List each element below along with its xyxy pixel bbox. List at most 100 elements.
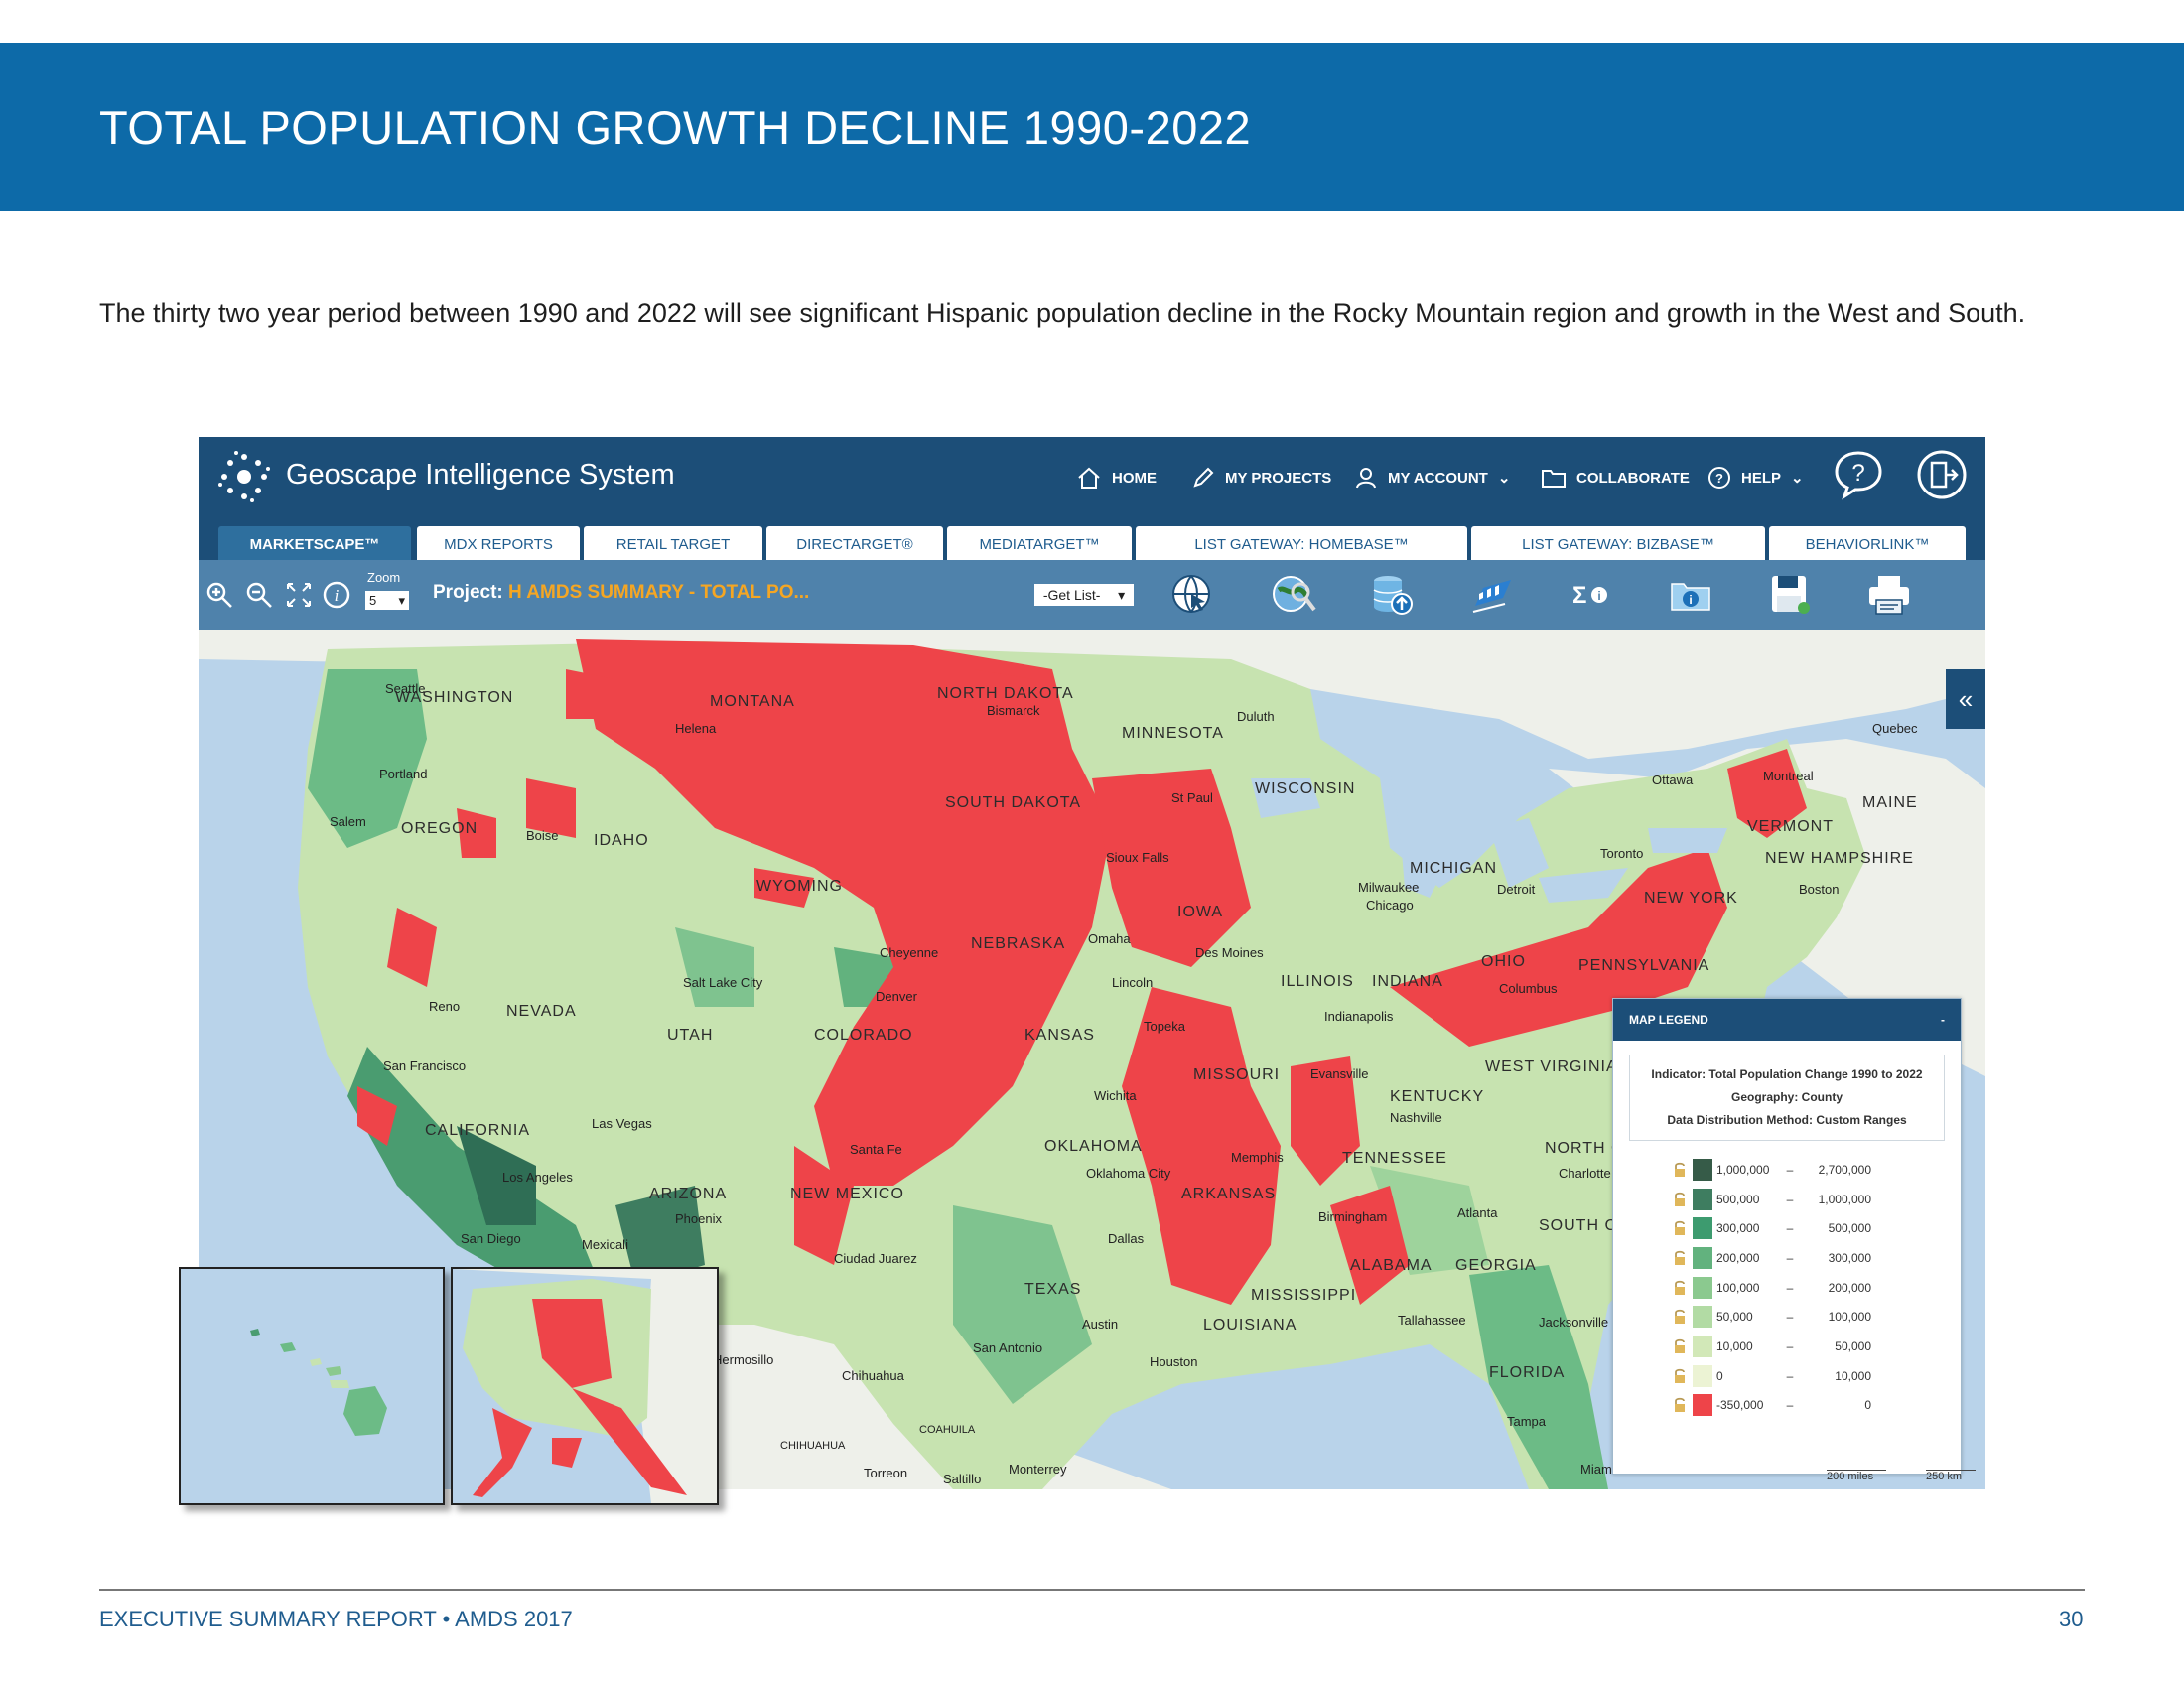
city-label: Austin: [1082, 1317, 1119, 1332]
zoom-out-icon[interactable]: [244, 580, 274, 610]
region-label: CHIHUAHUA: [780, 1440, 846, 1452]
city-label: Phoenix: [675, 1211, 722, 1226]
legend-max: 300,000: [1828, 1250, 1871, 1265]
state-label: NEW MEXICO: [790, 1186, 904, 1202]
home-icon: [1078, 467, 1100, 489]
map-toolbar: i Zoom 5 ▾ Project: H AMDS SUMMARY - TOT…: [199, 560, 1985, 630]
city-label: Las Vegas: [592, 1116, 652, 1131]
lock-icon[interactable]: [1673, 1220, 1687, 1236]
tab-behaviorlink[interactable]: BEHAVIORLINK™: [1769, 526, 1966, 562]
city-label: Boise: [526, 828, 559, 843]
lock-icon[interactable]: [1673, 1368, 1687, 1384]
page-title: TOTAL POPULATION GROWTH DECLINE 1990-202…: [99, 101, 1252, 154]
city-label: Salem: [330, 814, 366, 829]
nav-my-projects[interactable]: MY PROJECTS: [1191, 437, 1331, 518]
project-name[interactable]: H AMDS SUMMARY - TOTAL PO...: [508, 582, 810, 603]
legend-row: 50,000 – 100,000: [1673, 1302, 1961, 1332]
legend-collapse-button[interactable]: -: [1941, 1013, 1945, 1027]
city-label: San Francisco: [383, 1058, 467, 1073]
footer-report-name: EXECUTIVE SUMMARY REPORT • AMDS 2017: [99, 1607, 573, 1631]
globe-cursor-icon[interactable]: [1169, 572, 1215, 618]
state-label: NEW YORK: [1644, 890, 1738, 907]
tab-list-gateway-homebase[interactable]: LIST GATEWAY: HOMEBASE™: [1136, 526, 1467, 562]
state-label: NEVADA: [506, 1003, 577, 1020]
city-label: San Diego: [461, 1231, 521, 1246]
tab-bar: MARKETSCAPE™ MDX REPORTS RETAIL TARGET D…: [199, 518, 1985, 562]
city-label: Detroit: [1497, 882, 1536, 897]
tab-mediatarget[interactable]: MEDIATARGET™: [947, 526, 1132, 562]
legend-swatch: [1693, 1217, 1712, 1240]
state-label: SOUTH C: [1539, 1217, 1617, 1234]
lock-icon[interactable]: [1673, 1309, 1687, 1325]
print-icon[interactable]: [1866, 572, 1912, 618]
legend-indicator: Indicator: Total Population Change 1990 …: [1651, 1067, 1923, 1081]
tab-mdx-reports[interactable]: MDX REPORTS: [417, 526, 580, 562]
svg-text:i: i: [1689, 593, 1692, 607]
legend-min: 1,000,000: [1716, 1162, 1770, 1177]
chat-help-icon[interactable]: ?: [1833, 449, 1884, 500]
legend-title: MAP LEGEND: [1629, 1013, 1708, 1027]
get-list-select[interactable]: -Get List- ▾: [1034, 584, 1134, 606]
globe-search-icon[interactable]: [1271, 572, 1316, 618]
legend-dash: –: [1786, 1162, 1794, 1177]
state-label: COLORADO: [814, 1027, 913, 1044]
footer-divider: [99, 1589, 2085, 1591]
lock-icon[interactable]: [1673, 1192, 1687, 1207]
map-legend: MAP LEGEND - Indicator: Total Population…: [1612, 998, 1962, 1475]
city-label: Topeka: [1144, 1019, 1185, 1034]
user-icon: [1356, 468, 1376, 489]
logout-icon[interactable]: [1916, 449, 1968, 500]
panel-collapse-button[interactable]: «: [1946, 669, 1985, 729]
scale-miles: 200 miles: [1827, 1470, 1886, 1482]
geoscape-logo-icon: [218, 451, 270, 502]
city-label: Birmingham: [1318, 1209, 1388, 1224]
city-label: Wichita: [1094, 1088, 1137, 1103]
state-label: MISSISSIPPI: [1251, 1287, 1357, 1304]
nav-home[interactable]: HOME: [1076, 437, 1157, 518]
legend-max: 50,000: [1835, 1338, 1871, 1353]
nav-help[interactable]: ? HELP ⌄: [1707, 437, 1804, 518]
city-label: Houston: [1150, 1354, 1198, 1369]
chart-report-icon[interactable]: [1469, 572, 1515, 618]
tab-marketscape[interactable]: MARKETSCAPE™: [218, 526, 411, 562]
city-label: Des Moines: [1195, 945, 1264, 960]
legend-dash: –: [1786, 1338, 1794, 1353]
legend-min: 10,000: [1716, 1338, 1753, 1353]
legend-min: 0: [1716, 1368, 1723, 1383]
lock-icon[interactable]: [1673, 1397, 1687, 1413]
tab-directarget[interactable]: DIRECTARGET®: [766, 526, 943, 562]
legend-min: 300,000: [1716, 1221, 1760, 1236]
state-label: ILLINOIS: [1281, 973, 1354, 990]
save-icon[interactable]: [1767, 572, 1813, 618]
lock-icon[interactable]: [1673, 1162, 1687, 1178]
city-label: Salt Lake City: [683, 975, 763, 990]
info-icon[interactable]: i: [322, 580, 351, 610]
nav-my-account[interactable]: MY ACCOUNT ⌄: [1354, 437, 1510, 518]
state-label: TEXAS: [1024, 1281, 1082, 1298]
city-label: San Antonio: [973, 1340, 1043, 1355]
title-banner: TOTAL POPULATION GROWTH DECLINE 1990-202…: [0, 43, 2184, 211]
dropdown-arrow-icon: ▾: [398, 592, 405, 608]
city-label: Memphis: [1231, 1150, 1284, 1165]
nav-my-projects-label: MY PROJECTS: [1225, 469, 1332, 487]
tab-retail-target[interactable]: RETAIL TARGET: [584, 526, 762, 562]
svg-text:Σ: Σ: [1572, 582, 1586, 609]
zoom-select[interactable]: 5 ▾: [365, 591, 409, 610]
legend-min: -350,000: [1716, 1398, 1764, 1413]
tab-list-gateway-bizbase[interactable]: LIST GATEWAY: BIZBASE™: [1471, 526, 1765, 562]
zoom-in-icon[interactable]: [205, 580, 234, 610]
legend-swatch: [1693, 1246, 1712, 1269]
state-label: NORTH DAKOTA: [937, 685, 1074, 702]
city-label: Santa Fe: [850, 1142, 902, 1157]
lock-icon[interactable]: [1673, 1280, 1687, 1296]
full-extent-icon[interactable]: [284, 580, 314, 610]
lock-icon[interactable]: [1673, 1250, 1687, 1266]
lock-icon[interactable]: [1673, 1338, 1687, 1354]
nav-help-label: HELP: [1741, 469, 1782, 487]
svg-text:?: ?: [1715, 471, 1723, 486]
state-label: KENTUCKY: [1390, 1088, 1485, 1105]
database-upload-icon[interactable]: [1370, 572, 1416, 618]
nav-collaborate[interactable]: COLLABORATE: [1541, 437, 1690, 518]
folder-info-icon[interactable]: i: [1668, 572, 1713, 618]
